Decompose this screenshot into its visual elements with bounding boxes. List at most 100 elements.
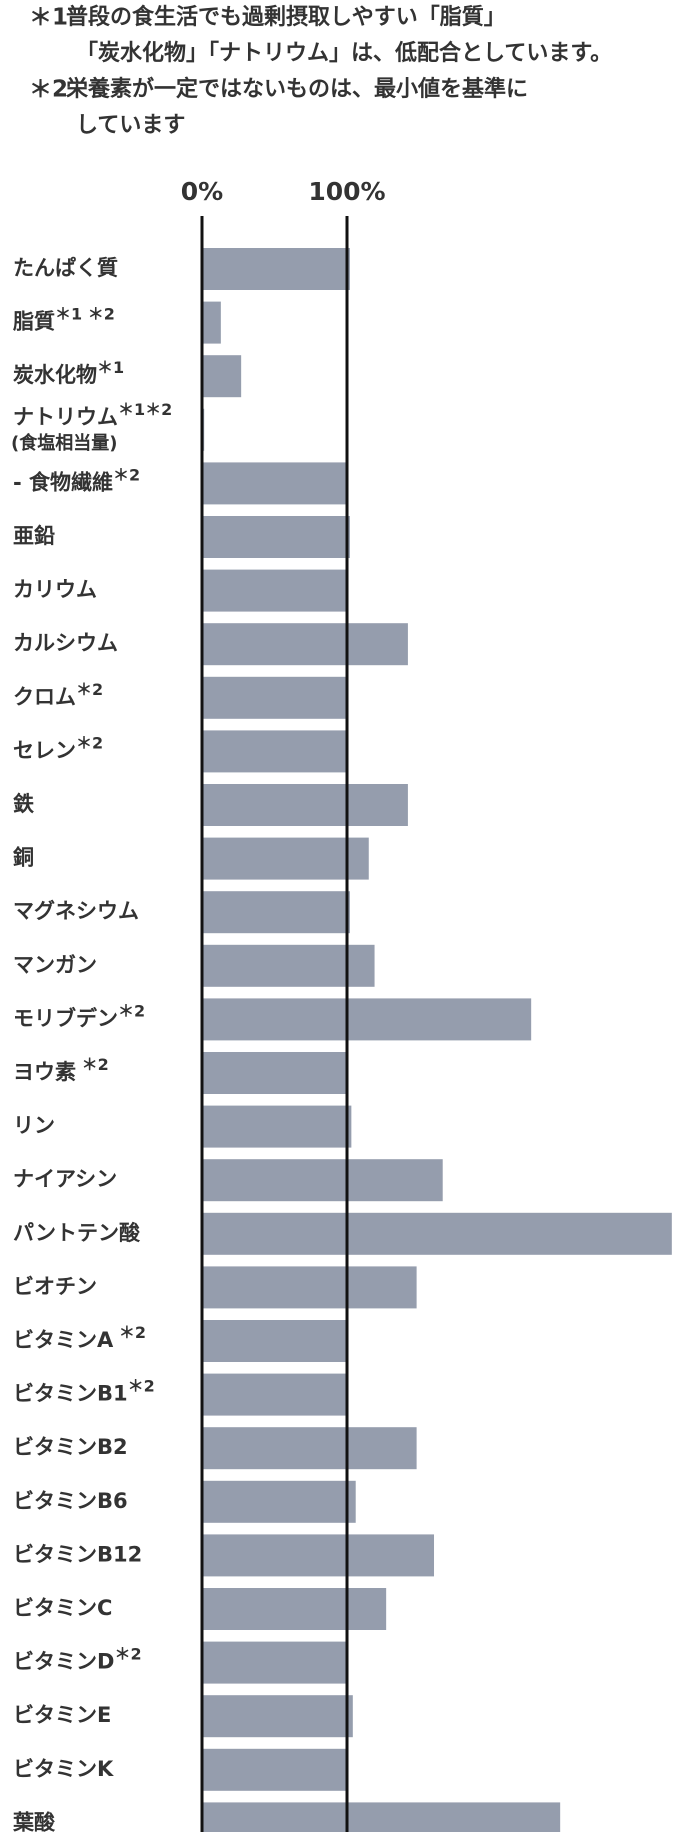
y-tick-label: ビタミンD＊2 xyxy=(13,1644,142,1674)
y-tick-label: ナトリウム＊1＊2 xyxy=(13,399,172,429)
bar xyxy=(202,516,350,558)
bar xyxy=(202,462,348,505)
category-name: ビタミンA xyxy=(13,1328,114,1352)
category-name: 鉄 xyxy=(13,792,34,816)
category-name: 亜鉛 xyxy=(13,524,55,548)
y-tick-label: ビタミンC xyxy=(13,1596,112,1620)
category-name: ビタミンE xyxy=(13,1703,111,1727)
bar xyxy=(202,1534,435,1577)
bar xyxy=(202,569,348,612)
y-tick-label: ビタミンA ＊2 xyxy=(13,1323,146,1353)
x-tick-label: 0% xyxy=(181,177,223,206)
y-tick-label: ビオチン xyxy=(13,1274,97,1298)
bar xyxy=(202,944,375,987)
bar xyxy=(202,1641,348,1684)
category-name: ナトリウム xyxy=(13,405,118,429)
bar xyxy=(202,676,348,719)
category-name: マグネシウム xyxy=(13,899,139,923)
category-note: ＊2 xyxy=(113,465,140,484)
note-text: しています xyxy=(76,113,185,138)
category-name: 銅 xyxy=(13,846,34,870)
category-name: ビタミンB1 xyxy=(13,1382,128,1406)
category-name: モリブデン xyxy=(13,1006,118,1030)
category-name: ビオチン xyxy=(13,1274,97,1298)
category-name: 脂質 xyxy=(13,310,55,334)
category-name: ビタミンK xyxy=(13,1757,114,1781)
bar xyxy=(202,1320,348,1362)
y-tick-label: ビタミンB12 xyxy=(13,1542,142,1566)
y-tick-label: クロム＊2 xyxy=(13,679,103,709)
category-name: ヨウ素 xyxy=(13,1060,76,1084)
bar xyxy=(202,730,348,773)
category-name: ビタミンD xyxy=(13,1650,114,1674)
y-tick-label: 葉酸 xyxy=(12,1810,56,1832)
bar xyxy=(202,784,408,826)
y-tick-label: 炭水化物＊1 xyxy=(13,358,124,388)
category-name: クロム xyxy=(13,685,76,709)
y-tick-label: ビタミンB1＊2 xyxy=(13,1376,155,1406)
note-text: 栄養素が一定ではないものは、最小値を基準に xyxy=(65,76,528,102)
x-tick-label: 100% xyxy=(308,177,385,206)
bar xyxy=(202,1105,352,1148)
y-tick-label: 亜鉛 xyxy=(13,524,55,548)
category-name: パントテン酸 xyxy=(13,1221,141,1245)
y-tick-label: マンガン xyxy=(13,953,97,977)
category-name: ビタミンB12 xyxy=(13,1542,142,1566)
category-name: ビタミンC xyxy=(13,1596,112,1620)
bar xyxy=(202,1212,672,1255)
category-note: ＊1 xyxy=(97,358,124,377)
bar xyxy=(202,1159,443,1202)
y-tick-label: ビタミンB2 xyxy=(13,1435,128,1459)
category-sublabel: (食塩相当量) xyxy=(11,432,117,454)
bar xyxy=(202,1373,348,1416)
y-tick-label: マグネシウム xyxy=(13,899,139,923)
bar xyxy=(202,1052,348,1094)
y-tick-label: モリブデン＊2 xyxy=(13,1001,145,1031)
category-note: ＊2 xyxy=(118,1001,145,1020)
category-name: ナイアシン xyxy=(13,1167,117,1191)
category-name: マンガン xyxy=(13,953,97,977)
category-note: ＊2 xyxy=(113,1323,146,1342)
bar xyxy=(202,1695,353,1738)
y-tick-label: ビタミンK xyxy=(13,1757,114,1781)
y-tick-label: ヨウ素 ＊2 xyxy=(13,1055,109,1085)
bar xyxy=(202,837,369,880)
category-note: ＊2 xyxy=(76,1055,109,1074)
y-tick-label: カルシウム xyxy=(13,631,118,655)
note-text: 「炭水化物」「ナトリウム」は、低配合としています。 xyxy=(76,40,612,66)
bar xyxy=(202,301,221,344)
category-note: ＊2 xyxy=(76,679,103,698)
y-tick-label: 脂質＊1 ＊2 xyxy=(13,304,115,334)
note-mark: ＊1 xyxy=(29,5,68,31)
y-tick-label: たんぱく質 xyxy=(13,256,118,280)
category-name: セレン xyxy=(13,738,76,762)
y-tick-label: セレン＊2 xyxy=(13,733,103,763)
bar xyxy=(202,1802,561,1836)
note-mark: ＊2 xyxy=(29,77,68,103)
category-note: ＊1＊2 xyxy=(118,399,172,418)
category-name: リン xyxy=(13,1114,55,1138)
category-name: 炭水化物 xyxy=(13,363,97,387)
category-note: ＊1 ＊2 xyxy=(55,304,115,323)
y-tick-label: - 食物繊維＊2 xyxy=(13,465,140,495)
y-tick-label: 銅 xyxy=(13,846,34,870)
bar xyxy=(202,1748,348,1791)
y-tick-label: ナイアシン xyxy=(13,1167,117,1191)
note-text: 普段の食生活でも過剰摂取しやすい「脂質」 xyxy=(66,4,506,30)
bar xyxy=(202,998,532,1041)
y-tick-label: リン xyxy=(13,1114,55,1138)
category-name: カルシウム xyxy=(13,631,118,655)
bar xyxy=(202,1588,387,1630)
bar xyxy=(202,248,350,290)
category-name: ビタミンB2 xyxy=(13,1435,128,1459)
category-name: 葉酸 xyxy=(12,1810,56,1832)
y-tick-label: ビタミンE xyxy=(13,1703,111,1727)
bar xyxy=(202,1427,417,1470)
bar xyxy=(202,1266,417,1309)
category-name: ビタミンB6 xyxy=(13,1489,128,1513)
bar xyxy=(202,623,408,666)
y-tick-label: ビタミンB6 xyxy=(13,1489,128,1513)
y-tick-label: パントテン酸 xyxy=(13,1221,141,1245)
